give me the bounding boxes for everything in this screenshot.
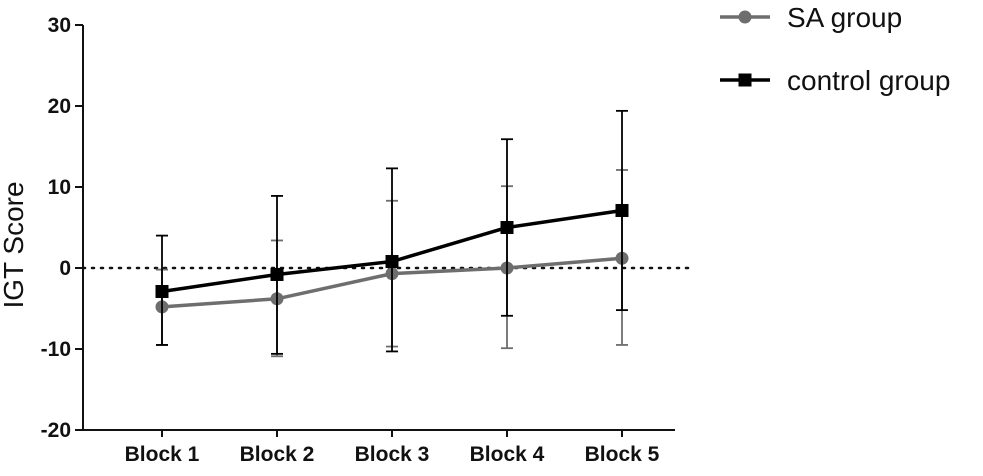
x-tick-label: Block 4 — [470, 443, 545, 466]
data-point — [155, 284, 169, 298]
y-tick-label: 0 — [59, 257, 71, 280]
legend: SA group control group — [720, 2, 950, 96]
legend-marker-square — [738, 73, 752, 87]
y-axis-label: IGT Score — [0, 181, 29, 308]
x-tick-label: Block 3 — [355, 443, 430, 466]
y-tick-label: -10 — [41, 338, 71, 361]
y-tick-label: -20 — [41, 419, 71, 442]
y-tick-label: 10 — [48, 176, 71, 199]
y-tick-label: 30 — [48, 14, 71, 37]
legend-label: control group — [787, 65, 950, 96]
series-control-group — [155, 109, 629, 355]
data-point — [615, 203, 629, 217]
data-point — [270, 267, 284, 281]
legend-marker-circle — [738, 10, 752, 24]
x-tick-label: Block 5 — [585, 443, 660, 466]
legend-label: SA group — [787, 2, 902, 33]
data-point — [385, 255, 399, 269]
y-tick-label: 20 — [48, 95, 71, 118]
x-tick-label: Block 1 — [125, 443, 200, 466]
legend-item: SA group — [720, 2, 902, 33]
x-tick-label: Block 2 — [240, 443, 315, 466]
legend-item: control group — [720, 65, 950, 96]
data-point — [500, 221, 514, 234]
